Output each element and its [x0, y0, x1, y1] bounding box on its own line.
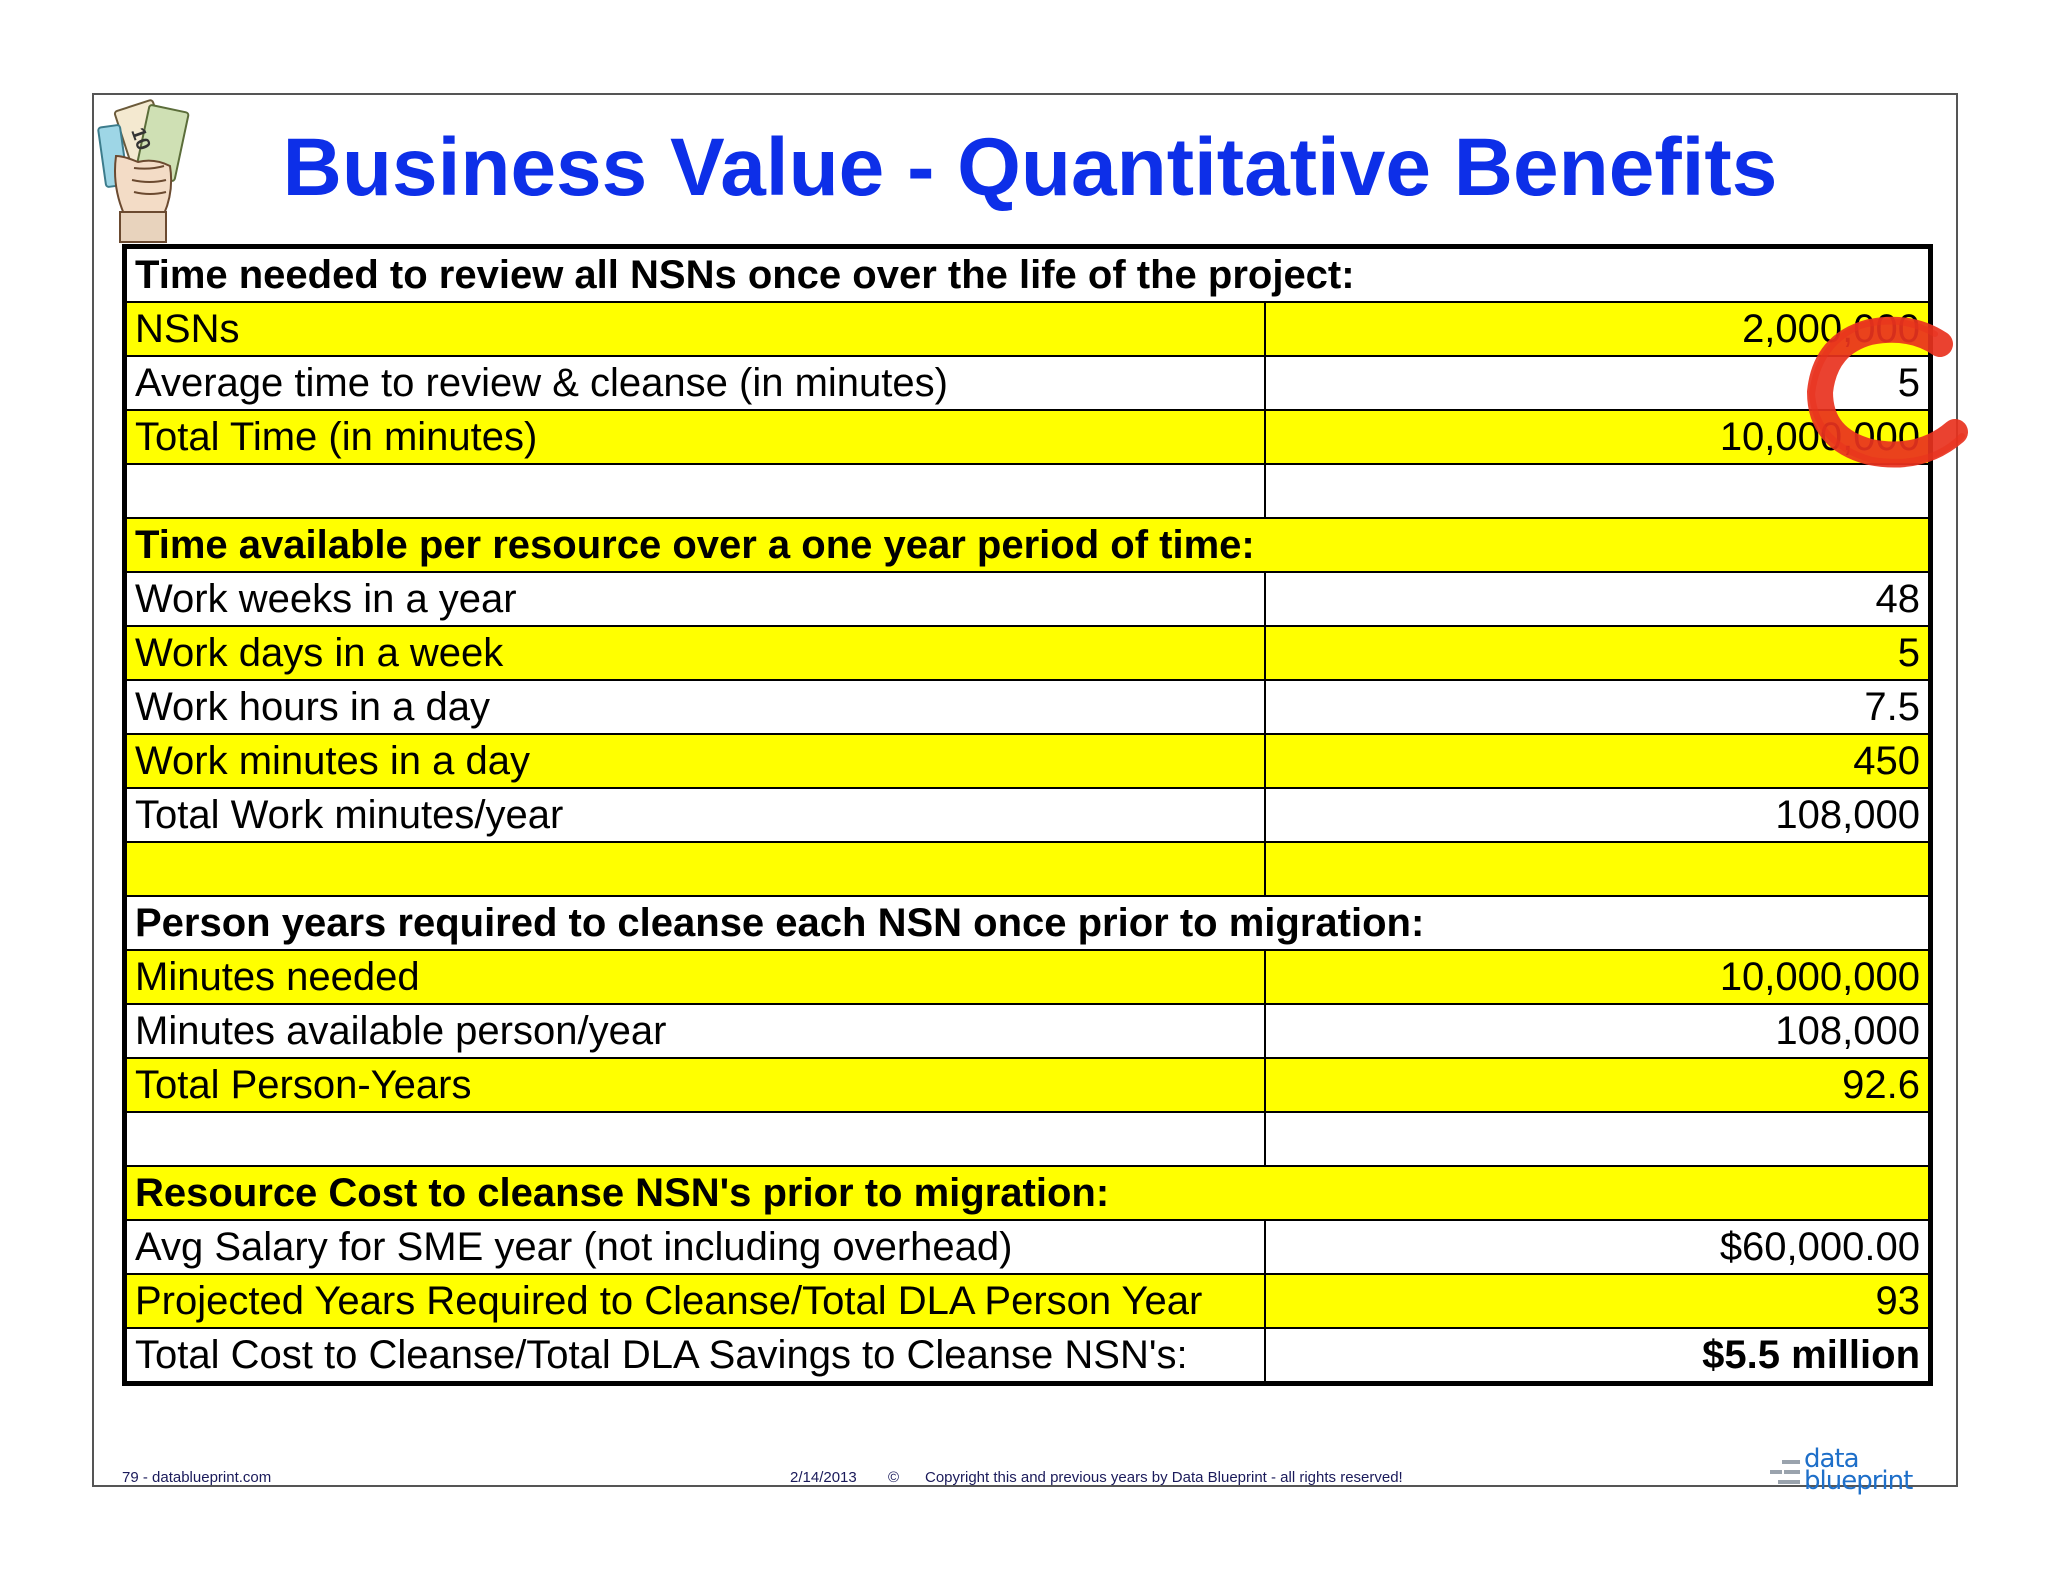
row-label: Total Time (in minutes) [123, 409, 1266, 465]
footer-page-number: 79 - datablueprint.com [122, 1469, 272, 1486]
table-row: Minutes needed 10,000,000 [123, 949, 1932, 1005]
data-table: Time needed to review all NSNs once over… [122, 244, 1934, 1386]
row-value: 7.5 [1263, 679, 1932, 735]
row-label: Work minutes in a day [123, 733, 1266, 789]
row-value: $60,000.00 [1263, 1219, 1932, 1275]
data-blueprint-logo-icon [1770, 1460, 1800, 1484]
row-value: 92.6 [1263, 1057, 1932, 1113]
row-value: 5 [1263, 355, 1932, 411]
table-row: Total Cost to Cleanse/Total DLA Savings … [123, 1327, 1932, 1385]
table-row: Avg Salary for SME year (not including o… [123, 1219, 1932, 1275]
row-label: Total Work minutes/year [123, 787, 1266, 843]
table-row [123, 1111, 1932, 1167]
row-value: 2,000,000 [1263, 301, 1932, 357]
table-row [123, 463, 1932, 519]
total-value: $5.5 million [1263, 1327, 1932, 1385]
section-header-row: Resource Cost to cleanse NSN's prior to … [123, 1165, 1932, 1221]
row-label: Avg Salary for SME year (not including o… [123, 1219, 1266, 1275]
brand-logo: data blueprint [1768, 1444, 1960, 1496]
row-value [1263, 841, 1932, 897]
table-row: Work hours in a day 7.5 [123, 679, 1932, 735]
section-header-label: Time needed to review all NSNs once over… [123, 245, 1932, 303]
row-value: 10,000,000 [1263, 409, 1932, 465]
section-header-label: Person years required to cleanse each NS… [123, 895, 1932, 951]
table-row: Total Person-Years 92.6 [123, 1057, 1932, 1113]
row-label: Work hours in a day [123, 679, 1266, 735]
table-row: Projected Years Required to Cleanse/Tota… [123, 1273, 1932, 1329]
slide-title: Business Value - Quantitative Benefits [282, 122, 1778, 213]
section-header-row: Person years required to cleanse each NS… [123, 895, 1932, 951]
footer-date: 2/14/2013 [790, 1469, 857, 1486]
row-label: NSNs [123, 301, 1266, 357]
row-value: 108,000 [1263, 787, 1932, 843]
row-label: Total Cost to Cleanse/Total DLA Savings … [123, 1327, 1266, 1385]
row-label [123, 841, 1266, 897]
footer-copyright-symbol: © [888, 1469, 900, 1486]
brand-text: data blueprint [1804, 1444, 1913, 1496]
row-value: 10,000,000 [1263, 949, 1932, 1005]
money-in-hand-icon: 10 [97, 99, 190, 243]
row-value [1263, 1111, 1932, 1167]
table-row: Work minutes in a day 450 [123, 733, 1932, 789]
slide-frame [92, 93, 1958, 1487]
section-header-row: Time available per resource over a one y… [123, 517, 1932, 573]
row-label: Projected Years Required to Cleanse/Tota… [123, 1273, 1266, 1329]
row-label: Work days in a week [123, 625, 1266, 681]
row-label [123, 463, 1266, 519]
table-row: Work weeks in a year 48 [123, 571, 1932, 627]
row-value: 450 [1263, 733, 1932, 789]
table-row [123, 841, 1932, 897]
row-label: Work weeks in a year [123, 571, 1266, 627]
brand-line-2: blueprint [1804, 1466, 1913, 1496]
row-label [123, 1111, 1266, 1167]
row-value [1263, 463, 1932, 519]
row-value: 108,000 [1263, 1003, 1932, 1059]
row-label: Minutes available person/year [123, 1003, 1266, 1059]
brand-line-1: data [1804, 1444, 1860, 1474]
table-row: Work days in a week 5 [123, 625, 1932, 681]
row-value: 48 [1263, 571, 1932, 627]
section-header-label: Resource Cost to cleanse NSN's prior to … [123, 1165, 1932, 1221]
row-label: Average time to review & cleanse (in min… [123, 355, 1266, 411]
table-row: Total Time (in minutes) 10,000,000 [123, 409, 1932, 465]
section-header-row: Time needed to review all NSNs once over… [123, 245, 1932, 303]
section-header-label: Time available per resource over a one y… [123, 517, 1932, 573]
row-label: Total Person-Years [123, 1057, 1266, 1113]
table-row: Average time to review & cleanse (in min… [123, 355, 1932, 411]
row-value: 93 [1263, 1273, 1932, 1329]
row-label: Minutes needed [123, 949, 1266, 1005]
table-row: Minutes available person/year 108,000 [123, 1003, 1932, 1059]
table-row: Total Work minutes/year 108,000 [123, 787, 1932, 843]
table-row: NSNs 2,000,000 [123, 301, 1932, 357]
row-value: 5 [1263, 625, 1932, 681]
footer-copyright: Copyright this and previous years by Dat… [925, 1469, 1403, 1486]
